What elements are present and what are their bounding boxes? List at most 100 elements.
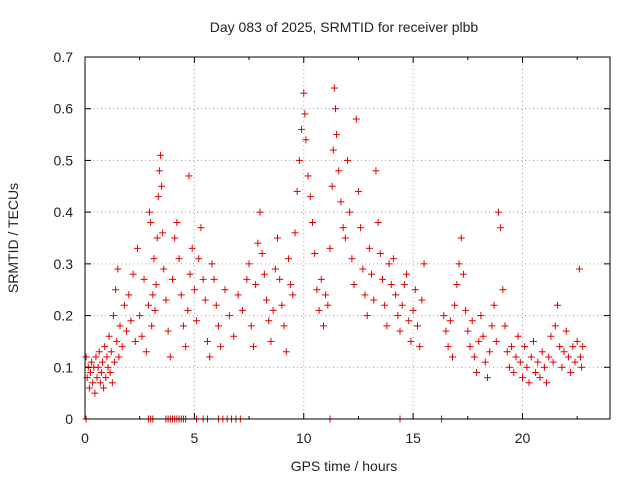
axis-ticks bbox=[84, 56, 610, 420]
data-point bbox=[405, 317, 413, 325]
data-point bbox=[166, 353, 174, 361]
data-point bbox=[516, 358, 524, 366]
data-point bbox=[411, 286, 419, 294]
data-point bbox=[91, 389, 99, 397]
data-point bbox=[284, 255, 292, 263]
y-axis-label: SRMTID / TECUs bbox=[5, 183, 21, 293]
data-point bbox=[567, 368, 575, 376]
data-point bbox=[328, 182, 336, 190]
data-point bbox=[95, 348, 103, 356]
data-point bbox=[543, 379, 551, 387]
data-point bbox=[92, 353, 100, 361]
data-point bbox=[444, 343, 452, 351]
data-point bbox=[538, 348, 546, 356]
data-point bbox=[346, 208, 354, 216]
data-point bbox=[112, 286, 120, 294]
data-point bbox=[101, 343, 109, 351]
data-point bbox=[210, 275, 218, 283]
data-point bbox=[108, 379, 116, 387]
data-point bbox=[459, 270, 467, 278]
data-point bbox=[481, 358, 489, 366]
data-point bbox=[94, 363, 102, 371]
data-point bbox=[111, 358, 119, 366]
data-point bbox=[131, 337, 139, 345]
data-point bbox=[115, 353, 123, 361]
data-point bbox=[125, 291, 133, 299]
data-point bbox=[329, 146, 337, 154]
data-point bbox=[114, 265, 122, 273]
data-points bbox=[82, 84, 587, 423]
data-point bbox=[389, 255, 397, 263]
data-point bbox=[282, 348, 290, 356]
data-point bbox=[339, 224, 347, 232]
data-point bbox=[86, 368, 94, 376]
data-point bbox=[479, 332, 487, 340]
data-point bbox=[551, 322, 559, 330]
data-point bbox=[105, 332, 113, 340]
data-point bbox=[512, 353, 520, 361]
data-point bbox=[514, 332, 522, 340]
data-point bbox=[256, 208, 264, 216]
data-point bbox=[381, 301, 389, 309]
data-point bbox=[116, 322, 124, 330]
data-point bbox=[230, 332, 238, 340]
data-point bbox=[212, 301, 220, 309]
data-point bbox=[532, 368, 540, 376]
data-point bbox=[148, 322, 156, 330]
data-point bbox=[317, 275, 325, 283]
data-point bbox=[359, 265, 367, 273]
data-point bbox=[449, 353, 456, 361]
data-point bbox=[120, 301, 128, 309]
data-point bbox=[123, 327, 131, 335]
data-point bbox=[376, 250, 384, 258]
data-point bbox=[407, 337, 415, 345]
data-point bbox=[326, 244, 334, 252]
data-point bbox=[304, 172, 312, 180]
y-tick-label: 0.3 bbox=[54, 256, 74, 272]
data-point bbox=[193, 317, 201, 325]
data-point bbox=[177, 291, 185, 299]
data-point bbox=[149, 291, 157, 299]
data-point bbox=[348, 255, 356, 263]
data-point bbox=[186, 270, 194, 278]
data-point bbox=[171, 234, 179, 242]
data-point bbox=[344, 156, 351, 164]
data-point bbox=[420, 260, 428, 268]
data-point bbox=[529, 337, 537, 345]
data-point bbox=[440, 312, 448, 320]
data-point bbox=[217, 343, 225, 351]
data-point bbox=[190, 286, 198, 294]
data-point bbox=[206, 353, 214, 361]
x-tick-label: 20 bbox=[515, 430, 531, 446]
data-point bbox=[99, 358, 106, 366]
data-point bbox=[547, 332, 555, 340]
data-point bbox=[492, 337, 500, 345]
data-point bbox=[400, 281, 408, 289]
plot-frame bbox=[84, 56, 611, 420]
data-point bbox=[540, 363, 548, 371]
chart-title: Day 083 of 2025, SRMTID for receiver plb… bbox=[210, 19, 479, 35]
data-point bbox=[505, 363, 513, 371]
data-point bbox=[221, 286, 229, 294]
data-point bbox=[560, 348, 568, 356]
data-point bbox=[102, 374, 110, 382]
data-point bbox=[451, 301, 459, 309]
data-point bbox=[569, 343, 577, 351]
y-tick-labels: 0 0.1 0.2 0.3 0.4 0.5 0.6 0.7 bbox=[54, 49, 74, 427]
data-point bbox=[106, 368, 114, 376]
data-point bbox=[416, 343, 424, 351]
data-point bbox=[466, 343, 474, 351]
data-point bbox=[298, 125, 306, 133]
data-point bbox=[350, 281, 358, 289]
data-point bbox=[204, 337, 211, 345]
data-point bbox=[225, 312, 233, 320]
data-point bbox=[311, 250, 319, 258]
data-point bbox=[499, 286, 507, 294]
data-point bbox=[510, 368, 518, 376]
data-point bbox=[508, 343, 516, 351]
data-point bbox=[579, 343, 587, 351]
data-point bbox=[523, 363, 531, 371]
data-point bbox=[545, 353, 553, 361]
data-point bbox=[473, 368, 481, 376]
data-point bbox=[82, 353, 90, 361]
